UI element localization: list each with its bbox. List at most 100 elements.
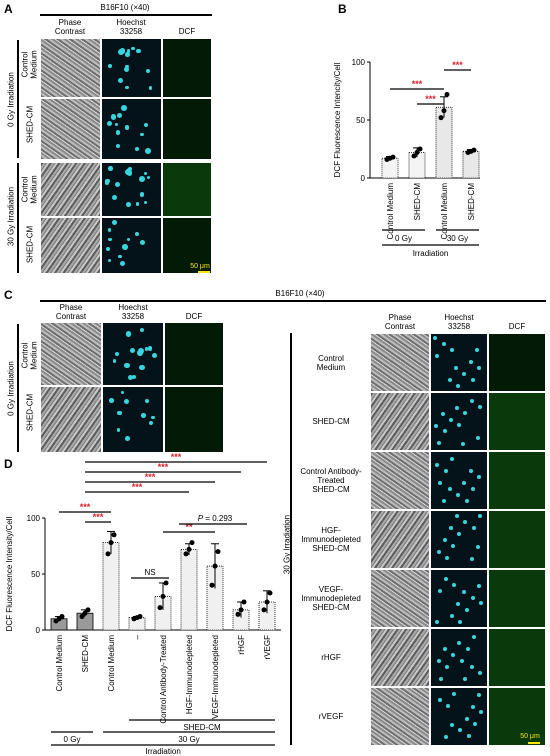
panel-d-sig-star: ***	[171, 452, 182, 462]
panel-c-right-img-hoechst	[430, 628, 488, 687]
nucleus-dot	[463, 520, 468, 525]
panel-a-scalebar	[198, 271, 210, 273]
panel-b-bar	[381, 157, 399, 179]
panel-c-col-phase-1: Phase	[59, 303, 83, 312]
panel-a-col-hoechst-2: 33258	[119, 27, 143, 36]
nucleus-dot	[437, 480, 442, 485]
panel-b-data-point	[411, 153, 417, 159]
nucleus-dot	[473, 722, 477, 727]
panel-d-x-tick-label: Control Antibody-Treated	[159, 635, 168, 724]
nucleus-dot	[140, 132, 144, 137]
nucleus-dot	[452, 691, 457, 696]
panel-d-bar	[102, 542, 120, 631]
nucleus-dot	[105, 246, 111, 251]
nucleus-dot	[469, 399, 474, 404]
panel-a-letter: A	[4, 2, 13, 16]
panel-b-0gy-label: 0 Gy	[395, 234, 412, 243]
panel-c-right-img-phase	[370, 687, 430, 746]
panel-a-row-control-30-2: Medium	[29, 175, 39, 204]
panel-b-sig-star: ***	[412, 79, 423, 89]
nucleus-dot	[435, 353, 440, 358]
panel-d-p-italic: P	[198, 514, 204, 523]
nucleus-dot	[464, 607, 469, 612]
nucleus-dot	[440, 411, 445, 416]
nucleus-dot	[146, 176, 150, 180]
panel-c-group-0gy: 0 Gy Irradiation	[6, 361, 16, 416]
panel-c-right-row-label: Control Antibody- Treated SHED-CM	[292, 467, 370, 494]
nucleus-dot	[117, 410, 122, 416]
panel-d-data-point	[264, 599, 270, 605]
nucleus-dot	[466, 734, 471, 739]
panel-d-30gy-label: 30 Gy	[178, 735, 199, 744]
nucleus-dot	[474, 348, 479, 353]
nucleus-dot	[116, 112, 123, 118]
nucleus-dot	[445, 556, 449, 561]
panel-c-row-shed: SHED-CM	[25, 393, 35, 432]
panel-a-img-dcf-2	[162, 98, 212, 160]
panel-d-shed-label: SHED-CM	[183, 723, 221, 732]
panel-d-data-point	[238, 607, 244, 613]
panel-c-row-control-1: Control	[20, 342, 30, 369]
nucleus-dot	[104, 180, 110, 186]
panel-b-y-tick-label: 0	[361, 174, 366, 183]
panel-c-right-row-label-line: SHED-CM	[312, 544, 350, 553]
panel-d-0gy-label: 0 Gy	[64, 735, 81, 744]
panel-c-img-hoechst-1	[102, 322, 164, 386]
panel-a-0gy-bracket	[17, 40, 19, 158]
panel-c-right-img-hoechst	[430, 510, 488, 569]
nucleus-dot	[108, 166, 113, 171]
panel-c-right-row-label-line: VEGF-	[318, 585, 344, 594]
panel-c-right-row-label-line: Immunodepleted	[301, 594, 361, 603]
panel-c-right-img-dcf	[488, 392, 546, 451]
nucleus-dot	[461, 442, 466, 447]
panel-c-right-img-phase	[370, 392, 430, 451]
panel-b-data-point	[471, 147, 477, 153]
panel-d-y-tick-label: 100	[27, 514, 41, 523]
nucleus-dot	[139, 192, 145, 197]
panel-c-right-row-label: rVEGF	[292, 712, 370, 721]
nucleus-dot	[107, 228, 112, 233]
panel-c-0gy-bracket	[17, 324, 19, 452]
panel-b-x-tick-label: SHED-CM	[413, 183, 422, 221]
panel-a-img-hoechst-1	[101, 38, 162, 98]
panel-d-data-point	[235, 611, 241, 617]
panel-b-y-tick-label: 50	[356, 116, 365, 125]
nucleus-dot	[125, 125, 130, 130]
panel-c-right-row-label-line: rHGF	[321, 653, 341, 662]
panel-a-group-30gy: 30 Gy Irradiation	[6, 186, 16, 247]
nucleus-dot	[450, 613, 455, 618]
panel-b-sig-star: ***	[452, 60, 463, 70]
panel-a-group-0gy: 0 Gy Irradiation	[6, 72, 16, 127]
nucleus-dot	[112, 220, 117, 226]
nucleus-dot	[470, 595, 475, 600]
nucleus-dot	[435, 620, 440, 625]
nucleus-dot	[457, 640, 462, 645]
nucleus-dot	[143, 172, 147, 176]
nucleus-dot	[476, 583, 481, 588]
nucleus-dot	[479, 601, 484, 606]
panel-c-right-img-dcf	[488, 333, 546, 392]
panel-d-data-point	[82, 610, 88, 616]
panel-c-right-row-label-line: Control	[318, 353, 344, 363]
nucleus-dot	[147, 346, 153, 351]
panel-d-data-point	[261, 607, 267, 613]
panel-d-ns-label: NS	[144, 568, 155, 577]
panel-c-col-hoechst-2: 33258	[121, 312, 145, 321]
nucleus-dot	[443, 734, 448, 739]
nucleus-dot	[118, 254, 122, 259]
nucleus-dot	[458, 619, 463, 624]
nucleus-dot	[437, 698, 442, 703]
nucleus-dot	[471, 634, 476, 639]
nucleus-dot	[148, 420, 154, 425]
nucleus-dot	[140, 328, 145, 333]
panel-d-sig-star: ***	[132, 482, 143, 492]
panel-b-bar	[435, 106, 453, 179]
nucleus-dot	[145, 347, 149, 351]
nucleus-dot	[450, 347, 455, 352]
panel-a-img-phase-4	[40, 217, 101, 274]
panel-d-x-tick-label: rHGF	[237, 635, 246, 655]
nucleus-dot	[471, 525, 476, 530]
nucleus-dot	[130, 46, 135, 51]
panel-a-header-rule	[40, 14, 212, 16]
panel-b-y-tick-label: 100	[352, 58, 366, 67]
